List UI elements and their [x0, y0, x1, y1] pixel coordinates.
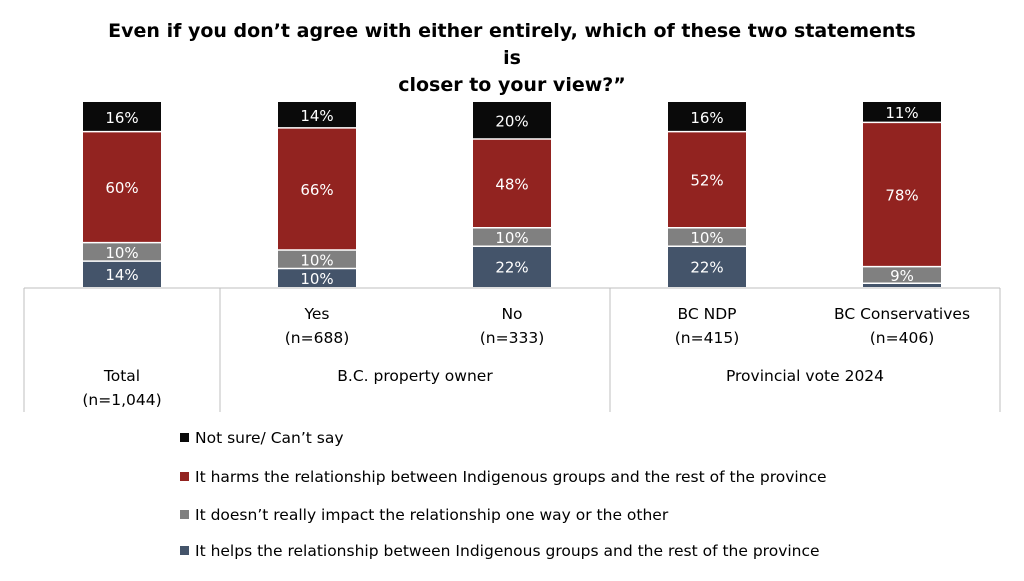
category-label-1-1: (n=688) [285, 329, 350, 347]
bar-segment-harms-0 [83, 131, 161, 243]
category-label-3-1: (n=415) [675, 329, 740, 347]
legend-item-helps: It helps the relationship between Indige… [180, 541, 820, 561]
bar-segment-no-impact-0 [83, 242, 161, 262]
chart-title-line-1: Even if you don’t agree with either enti… [108, 20, 916, 69]
bar-segment-harms-4 [863, 122, 941, 267]
legend-label-harms: It harms the relationship between Indige… [195, 468, 827, 486]
bar-segment-not-sure-3 [668, 102, 746, 132]
group-label-1: Provincial vote 2024 [726, 367, 884, 385]
category-label-4-0: BC Conservatives [834, 305, 970, 323]
data-label-no-impact-2: 10% [495, 229, 528, 247]
bar-segment-no-impact-2 [473, 227, 551, 247]
bar-segment-helps-0 [83, 261, 161, 287]
data-label-not-sure-3: 16% [690, 109, 723, 127]
legend-item-harms: It harms the relationship between Indige… [180, 467, 827, 487]
bar-segment-helps-1 [278, 268, 356, 287]
data-label-helps-2: 22% [495, 259, 528, 277]
category-label-2-1: (n=333) [480, 329, 545, 347]
legend-swatch-helps [180, 546, 189, 555]
category-table: Total (n=1,044) Yes (n=688) No (n=333) BC NDP (… [23, 287, 1001, 412]
data-label-helps-0: 14% [105, 266, 138, 284]
data-label-not-sure-0: 16% [105, 109, 138, 127]
data-label-no-impact-4: 9% [890, 267, 914, 285]
legend-label-helps: It helps the relationship between Indige… [195, 542, 820, 560]
data-label-harms-2: 48% [495, 175, 528, 193]
bar-segment-no-impact-3 [668, 227, 746, 247]
data-label-harms-3: 52% [690, 172, 723, 190]
chart-title: Even if you don’t agree with either enti… [100, 18, 924, 99]
bar-segment-no-impact-4 [863, 266, 941, 284]
legend-label-no-impact: It doesn’t really impact the relationshi… [195, 506, 669, 524]
data-label-no-impact-3: 10% [690, 229, 723, 247]
legend-swatch-no-impact [180, 510, 189, 519]
bar-segment-no-impact-1 [278, 250, 356, 269]
bar-segment-harms-1 [278, 127, 356, 250]
category-label-4-1: (n=406) [870, 329, 935, 347]
bar-segment-harms-2 [473, 139, 551, 228]
bar-segment-helps-4 [863, 283, 941, 287]
data-label-no-impact-0: 10% [105, 244, 138, 262]
data-label-not-sure-4: 11% [885, 104, 918, 122]
legend-swatch-not-sure [180, 433, 189, 442]
bar-segment-not-sure-2 [473, 102, 551, 139]
data-label-not-sure-2: 20% [495, 113, 528, 131]
category-label-3-0: BC NDP [678, 305, 737, 323]
data-label-helps-3: 22% [690, 259, 723, 277]
bar-segment-helps-3 [668, 246, 746, 287]
bar-segment-not-sure-0 [83, 102, 161, 132]
data-label-not-sure-1: 14% [300, 107, 333, 125]
category-label-2-0: No [501, 305, 522, 323]
legend-swatch-harms [180, 472, 189, 481]
data-label-harms-0: 60% [105, 179, 138, 197]
bars-layer: 14%10%60%16%10%10%66%14%22%10%48%20%22%1… [83, 102, 941, 288]
category-label-1-0: Yes [303, 305, 329, 323]
data-label-harms-1: 66% [300, 181, 333, 199]
bar-segment-harms-3 [668, 131, 746, 228]
data-label-no-impact-1: 10% [300, 251, 333, 269]
data-label-harms-4: 78% [885, 187, 918, 205]
legend-label-not-sure: Not sure/ Can’t say [195, 429, 344, 447]
category-label-0-1: (n=1,044) [82, 391, 161, 409]
bar-segment-helps-2 [473, 246, 551, 287]
bar-segment-not-sure-1 [278, 102, 356, 128]
chart-title-line-2: closer to your view?” [398, 74, 626, 96]
bar-segment-not-sure-4 [863, 102, 941, 123]
data-label-helps-1: 10% [300, 270, 333, 288]
legend-item-no-impact: It doesn’t really impact the relationshi… [180, 505, 668, 525]
category-label-0-0: Total [103, 367, 140, 385]
group-label-0: B.C. property owner [337, 367, 493, 385]
legend-item-not-sure: Not sure/ Can’t say [180, 428, 344, 448]
